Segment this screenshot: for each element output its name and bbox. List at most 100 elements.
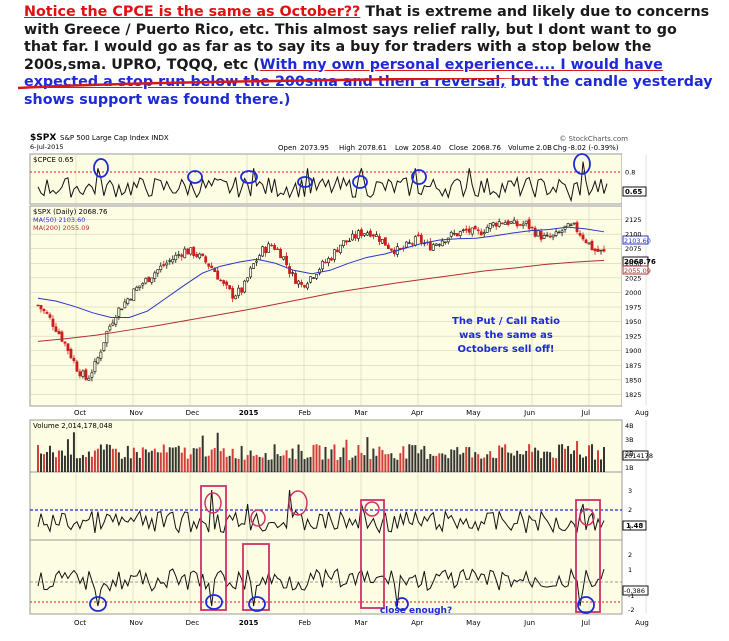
volume-bar: [417, 453, 420, 472]
volume-bar: [291, 448, 294, 472]
candle-body: [129, 298, 133, 301]
candle-body: [162, 264, 166, 266]
candle-body: [482, 232, 486, 235]
volume-bar: [510, 453, 513, 472]
box-dec: [200, 485, 227, 611]
candle-body: [177, 254, 181, 256]
volume-bar: [432, 455, 435, 472]
volume-bar: [348, 459, 351, 472]
ind1-tag-box: [622, 520, 647, 531]
candle-body: [452, 233, 456, 235]
candle-body: [476, 229, 480, 232]
volume-bar: [435, 455, 438, 472]
candle-body: [518, 224, 522, 226]
candle-body: [524, 220, 528, 224]
candle-body: [66, 343, 70, 351]
volume-bar: [261, 457, 264, 472]
candle-body: [315, 274, 318, 279]
volume-bar: [114, 448, 117, 472]
candle-body: [521, 223, 525, 226]
x-tick-label: Oct: [74, 619, 86, 627]
ohlc-row: Open 2073.95 High 2078.61 Low 2058.40 Cl…: [278, 144, 619, 152]
volume-bar: [108, 444, 111, 472]
volume-bar: [81, 454, 84, 472]
candle-body: [590, 240, 594, 251]
volume-bar: [75, 458, 78, 472]
volume-bar: [90, 456, 93, 472]
close-value: 2068.76: [472, 144, 501, 152]
candle-body: [434, 243, 438, 246]
x-tick-label: Oct: [74, 409, 86, 417]
volume-bar: [420, 449, 423, 472]
candle-body: [159, 265, 163, 270]
candle-body: [216, 270, 220, 280]
volume-bar: [429, 454, 432, 472]
candle-body: [360, 229, 363, 237]
candle-body: [255, 260, 259, 263]
x-tick-label: Feb: [299, 409, 312, 417]
candle-body: [240, 287, 244, 293]
indicator2-panel: [29, 539, 623, 615]
price-candles: [36, 216, 606, 382]
ind1-circle-feb: [288, 490, 308, 516]
volume-bar: [507, 452, 510, 472]
candle-body: [339, 244, 342, 253]
candle-body: [174, 254, 178, 261]
box-jan: [242, 543, 270, 611]
volume-bar: [234, 458, 237, 472]
candle-body: [39, 305, 43, 310]
candle-body: [210, 265, 214, 269]
candle-body: [126, 298, 130, 304]
candle-body: [261, 246, 265, 257]
candle-body: [207, 263, 211, 267]
candle-body: [581, 234, 585, 240]
volume-bar: [546, 451, 549, 472]
candle-body: [99, 351, 103, 359]
volume-bar: [69, 454, 72, 472]
volume-bar: [600, 459, 603, 472]
volume-bar: [534, 447, 537, 472]
volume-bar: [414, 445, 417, 472]
circle-feb: [297, 176, 313, 188]
ma50-tag: 2103.60: [624, 237, 651, 245]
x-tick-label: Dec: [186, 619, 200, 627]
volume-bar: [333, 444, 336, 472]
volume-bar: [318, 445, 321, 472]
volume-bar: [516, 450, 519, 472]
circle-mar: [352, 175, 368, 189]
volume-bar: [123, 457, 126, 472]
volume-bar: [459, 454, 462, 472]
circle-jul: [573, 153, 591, 175]
volume-bar: [168, 447, 171, 472]
candle-body: [354, 234, 357, 239]
volume-bar: [96, 448, 99, 472]
cpce-value-tag-box: [622, 186, 647, 197]
indicator2-line: [37, 567, 605, 607]
volume-bar: [513, 455, 516, 472]
volume-bar: [561, 444, 564, 472]
candle-body: [449, 231, 453, 237]
volume-bar: [240, 446, 243, 472]
volume-bar: [483, 457, 486, 472]
x-tick-label: Dec: [186, 409, 200, 417]
candle-body: [330, 258, 333, 261]
volume-bars: [37, 432, 605, 472]
volume-bar: [555, 458, 558, 472]
ind2-circle-oct: [89, 596, 107, 612]
candle-body: [377, 236, 381, 242]
ma200-label: MA(200) 2055.09: [33, 224, 89, 232]
candle-body: [138, 285, 142, 288]
candle-body: [413, 236, 417, 246]
candle-body: [539, 231, 543, 240]
volume-bar: [37, 445, 39, 472]
ind2-circle-dec: [205, 594, 223, 610]
candle-body: [470, 227, 474, 235]
volume-bar: [579, 454, 582, 472]
candle-body: [150, 277, 154, 283]
volume-bar: [357, 445, 360, 472]
indicator-annotation-circles: [204, 490, 595, 527]
volume-label: Volume: [508, 144, 534, 152]
candle-body: [114, 317, 118, 325]
volume-bar: [180, 452, 183, 472]
circle-dec-late: [240, 170, 258, 184]
